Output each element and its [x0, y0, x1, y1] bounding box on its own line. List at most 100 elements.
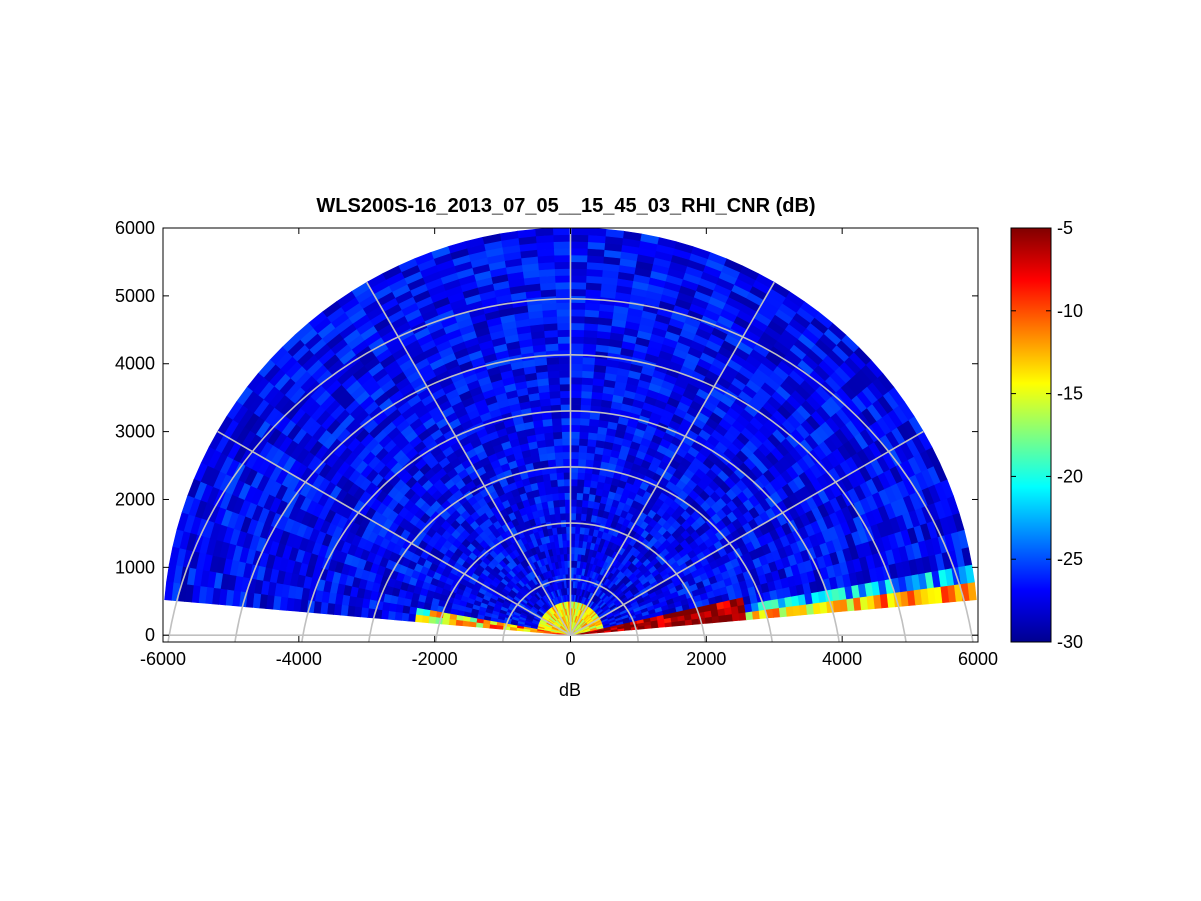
field-cell [544, 438, 555, 448]
x-tick-label: -2000 [412, 649, 458, 669]
field-cell [545, 445, 555, 454]
field-cell [559, 512, 566, 521]
field-cell [401, 612, 410, 622]
colorbar [1010, 227, 1052, 643]
field-cell [576, 478, 585, 487]
field-cell [548, 383, 561, 392]
field-cell [738, 611, 747, 621]
field-cell [559, 383, 571, 392]
field-cell [570, 478, 578, 487]
field-cell [561, 437, 571, 446]
field-cell [584, 458, 594, 468]
field-cell [745, 610, 754, 621]
field-cell [563, 485, 571, 494]
field-cell [556, 478, 565, 487]
field-cell [577, 451, 587, 460]
field-cell [570, 376, 583, 385]
y-tick-label: 6000 [115, 218, 155, 238]
field-cell [556, 315, 571, 324]
field-cell [718, 614, 727, 623]
field-cell [570, 336, 584, 344]
field-cell [570, 485, 578, 494]
field-cell [554, 281, 571, 290]
field-cell [570, 254, 588, 263]
field-cell [543, 431, 554, 441]
field-cell [576, 492, 584, 501]
field-cell [582, 343, 597, 352]
colorbar-tick-label: -25 [1057, 549, 1083, 569]
colorbar-tick-label: -15 [1057, 384, 1083, 404]
field-cell [570, 288, 586, 297]
field-cell [353, 606, 363, 618]
field-cell [475, 622, 484, 628]
field-cell [574, 533, 580, 541]
field-cell [558, 363, 571, 371]
field-cell [583, 479, 592, 488]
field-cell [542, 322, 558, 332]
field-cell [560, 417, 571, 426]
field-cell [570, 444, 580, 453]
field-cell [555, 308, 571, 317]
field-cell [582, 349, 596, 359]
field-cell [562, 451, 571, 460]
field-cell [570, 451, 579, 460]
field-cell [551, 417, 562, 426]
field-cell [547, 458, 557, 468]
field-cell [581, 363, 595, 372]
field-cell [546, 452, 556, 461]
field-cell [558, 356, 571, 365]
field-cell [585, 282, 602, 291]
field-cell [538, 275, 556, 284]
field-cell [394, 611, 403, 621]
field-cell [564, 505, 571, 514]
field-cell [495, 625, 504, 630]
field-cell [570, 302, 586, 310]
field-cell [421, 615, 430, 624]
field-cell [550, 410, 562, 420]
field-cell [541, 418, 553, 427]
field-cell [549, 397, 561, 406]
field-cell [570, 417, 581, 426]
field-cell [586, 445, 596, 454]
field-cell [552, 240, 571, 249]
field-cell [559, 390, 571, 399]
field-cell [578, 438, 589, 447]
field-cell [552, 228, 571, 236]
field-cell [587, 431, 598, 441]
field-cell [557, 349, 571, 358]
field-cell [555, 472, 565, 480]
field-cell [554, 274, 571, 283]
field-cell [542, 425, 554, 434]
field-cell [557, 485, 565, 494]
field-cell [570, 437, 580, 446]
colorbar-tick-label: -10 [1057, 301, 1083, 321]
field-cell [414, 614, 423, 623]
field-cell [509, 626, 517, 631]
field-cell [585, 452, 595, 461]
field-cell [422, 608, 431, 617]
field-cell [570, 356, 583, 365]
field-cell [482, 623, 491, 629]
field-cell [570, 261, 588, 270]
field-cell [550, 486, 559, 495]
field-cell [711, 615, 720, 624]
colorbar-tick-label: -5 [1057, 218, 1073, 238]
field-cell [579, 417, 590, 426]
field-cell [587, 228, 607, 237]
field-cell [542, 315, 558, 325]
colorbar-tick-label: -20 [1057, 466, 1083, 486]
field-cell [560, 424, 571, 433]
field-cell [570, 363, 583, 371]
x-tick-label: 2000 [686, 649, 726, 669]
field-cell [552, 431, 563, 440]
colorbar-tick-label: -30 [1057, 632, 1083, 652]
field-cell [580, 383, 593, 392]
field-cell [556, 329, 571, 338]
field-cell [559, 397, 571, 405]
field-cell [570, 471, 578, 480]
field-cell [583, 329, 598, 338]
field-cell [441, 618, 450, 625]
field-cell [561, 431, 571, 439]
field-cell [570, 322, 585, 331]
